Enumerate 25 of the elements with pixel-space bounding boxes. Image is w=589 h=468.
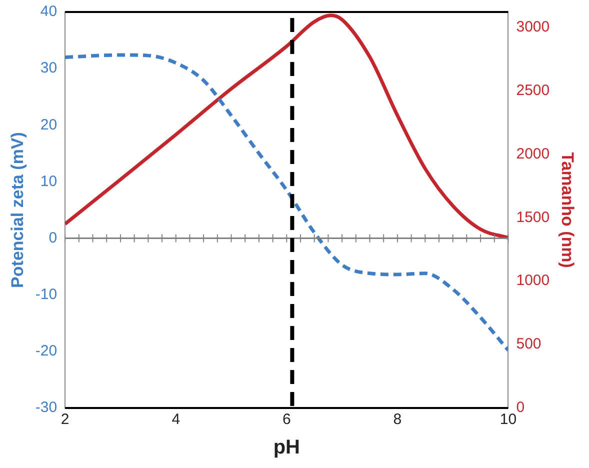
x-tick-label: 8 <box>393 411 402 428</box>
y-tick-label: 30 <box>40 60 58 77</box>
y2-tick-label: 1500 <box>516 208 550 226</box>
line-series <box>65 53 508 352</box>
y-tick-label: 10 <box>40 172 58 190</box>
y2-axis-title: Tamanho (nm) <box>558 152 578 268</box>
x-tick-label: 10 <box>500 411 517 428</box>
y2-tick-label: 3000 <box>516 18 550 36</box>
x-tick-label: 2 <box>60 411 70 428</box>
x-tick-label: 4 <box>172 411 180 428</box>
y-tick-label: -20 <box>35 342 58 360</box>
y-tick-label: 20 <box>40 116 58 134</box>
y-tick-label: -10 <box>35 286 58 303</box>
y-axis-title: Potencial zeta (mV) <box>8 132 27 288</box>
y-tick-label: 0 <box>48 229 58 246</box>
x-tick-label: 6 <box>282 411 291 428</box>
y-tick-label: 40 <box>40 3 58 20</box>
line-series <box>65 14 508 240</box>
y-tick-label: -30 <box>35 399 58 416</box>
x-axis-title: pH <box>273 436 300 459</box>
y2-tick-label: 500 <box>516 336 542 353</box>
y2-tick-label: 0 <box>516 399 525 416</box>
y2-tick-label: 2500 <box>516 82 550 99</box>
y2-tick-label: 1000 <box>516 272 550 290</box>
y2-tick-label: 2000 <box>516 145 550 162</box>
